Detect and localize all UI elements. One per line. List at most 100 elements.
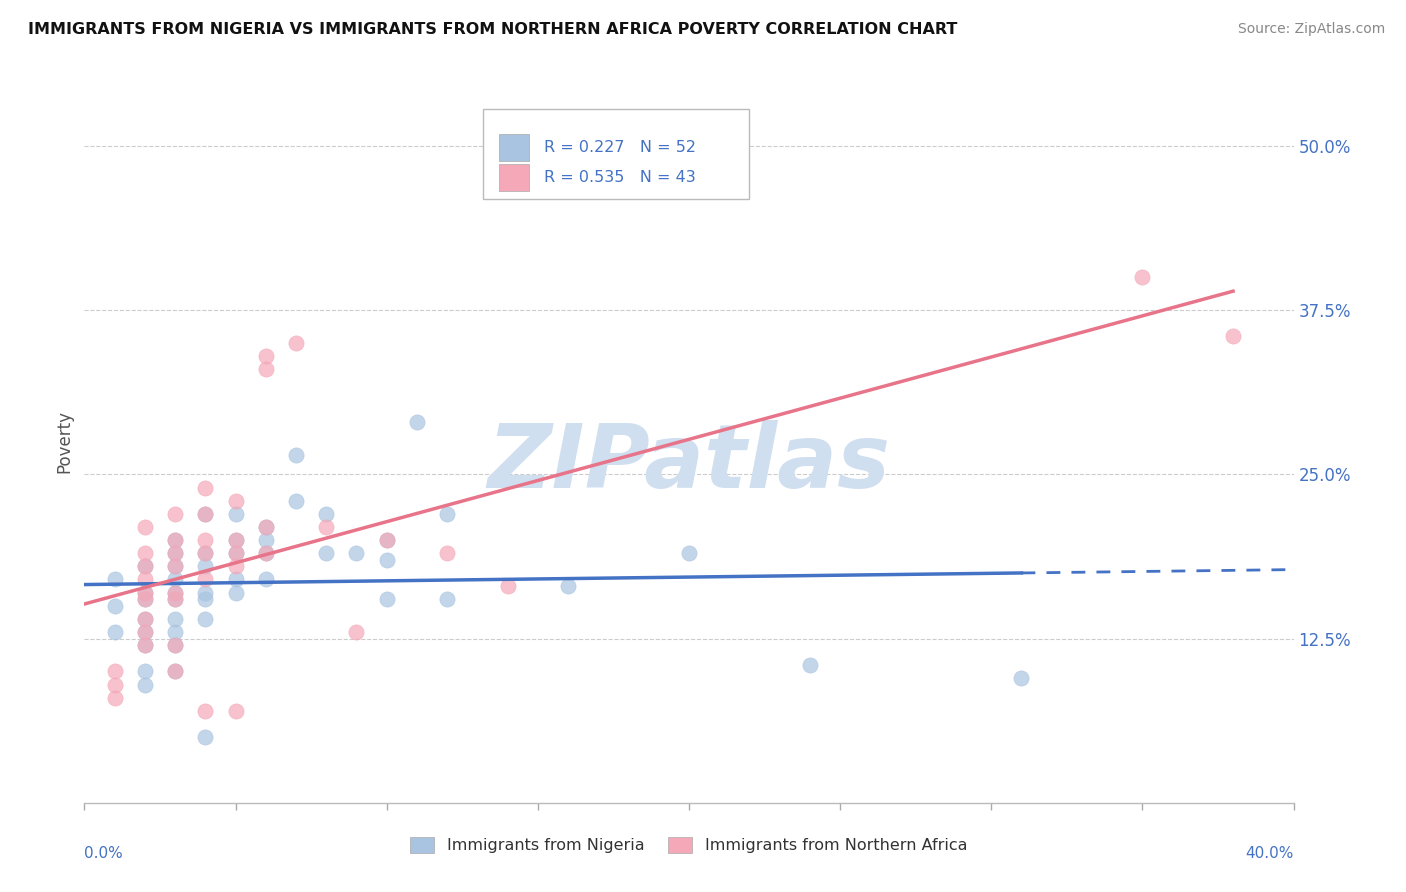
Point — [194, 585, 217, 599]
Point — [104, 690, 127, 705]
Y-axis label: Poverty: Poverty — [55, 410, 73, 473]
Point — [194, 507, 217, 521]
Point — [134, 612, 156, 626]
Text: Source: ZipAtlas.com: Source: ZipAtlas.com — [1237, 22, 1385, 37]
Point — [104, 625, 127, 640]
Point — [799, 657, 821, 672]
Point — [436, 546, 458, 560]
Point — [436, 507, 458, 521]
Point — [1011, 671, 1033, 685]
Point — [134, 677, 156, 691]
Point — [165, 507, 187, 521]
Point — [225, 493, 247, 508]
Point — [254, 362, 277, 376]
Point — [285, 448, 308, 462]
Point — [165, 533, 187, 547]
Point — [165, 592, 187, 607]
Point — [225, 704, 247, 718]
Point — [346, 625, 368, 640]
FancyBboxPatch shape — [499, 134, 529, 161]
Point — [225, 546, 247, 560]
Point — [165, 573, 187, 587]
Point — [406, 415, 429, 429]
Point — [134, 559, 156, 574]
Point — [254, 533, 277, 547]
Point — [194, 730, 217, 744]
Point — [315, 507, 337, 521]
Point — [134, 665, 156, 679]
Point — [165, 533, 187, 547]
Point — [254, 520, 277, 534]
Point — [104, 573, 127, 587]
Text: IMMIGRANTS FROM NIGERIA VS IMMIGRANTS FROM NORTHERN AFRICA POVERTY CORRELATION C: IMMIGRANTS FROM NIGERIA VS IMMIGRANTS FR… — [28, 22, 957, 37]
Point — [194, 533, 217, 547]
Point — [225, 573, 247, 587]
Point — [104, 677, 127, 691]
Point — [375, 553, 398, 567]
Point — [225, 507, 247, 521]
Point — [678, 546, 700, 560]
Point — [104, 599, 127, 613]
Point — [194, 481, 217, 495]
Point — [165, 592, 187, 607]
Text: 0.0%: 0.0% — [84, 847, 124, 861]
Point — [315, 546, 337, 560]
Point — [134, 520, 156, 534]
Point — [194, 507, 217, 521]
Point — [134, 559, 156, 574]
Point — [557, 579, 579, 593]
Point — [315, 520, 337, 534]
Point — [165, 559, 187, 574]
FancyBboxPatch shape — [484, 109, 749, 200]
Point — [134, 612, 156, 626]
Point — [134, 585, 156, 599]
Point — [225, 533, 247, 547]
Point — [165, 665, 187, 679]
Point — [194, 546, 217, 560]
Text: R = 0.535   N = 43: R = 0.535 N = 43 — [544, 170, 696, 186]
Point — [254, 349, 277, 363]
Point — [165, 585, 187, 599]
Point — [194, 592, 217, 607]
Point — [134, 573, 156, 587]
Point — [285, 336, 308, 351]
Point — [436, 592, 458, 607]
Point — [134, 625, 156, 640]
Point — [165, 559, 187, 574]
Point — [1130, 270, 1153, 285]
Point — [254, 573, 277, 587]
Point — [194, 704, 217, 718]
Point — [194, 612, 217, 626]
Point — [104, 665, 127, 679]
Point — [194, 546, 217, 560]
Point — [165, 546, 187, 560]
Point — [134, 638, 156, 652]
Point — [134, 592, 156, 607]
Text: 40.0%: 40.0% — [1246, 847, 1294, 861]
Point — [165, 638, 187, 652]
Legend: Immigrants from Nigeria, Immigrants from Northern Africa: Immigrants from Nigeria, Immigrants from… — [404, 830, 974, 860]
Point — [254, 520, 277, 534]
Point — [165, 638, 187, 652]
Point — [165, 625, 187, 640]
Point — [375, 533, 398, 547]
Point — [194, 559, 217, 574]
Point — [254, 546, 277, 560]
Text: ZIPatlas: ZIPatlas — [488, 420, 890, 507]
Point — [496, 579, 519, 593]
Point — [346, 546, 368, 560]
Text: R = 0.227   N = 52: R = 0.227 N = 52 — [544, 140, 696, 155]
Point — [134, 625, 156, 640]
Point — [165, 585, 187, 599]
Point — [194, 573, 217, 587]
Point — [375, 533, 398, 547]
Point — [375, 592, 398, 607]
Point — [165, 612, 187, 626]
Point — [165, 546, 187, 560]
FancyBboxPatch shape — [499, 164, 529, 191]
Point — [285, 493, 308, 508]
Point — [165, 665, 187, 679]
Point — [254, 546, 277, 560]
Point — [134, 638, 156, 652]
Point — [134, 592, 156, 607]
